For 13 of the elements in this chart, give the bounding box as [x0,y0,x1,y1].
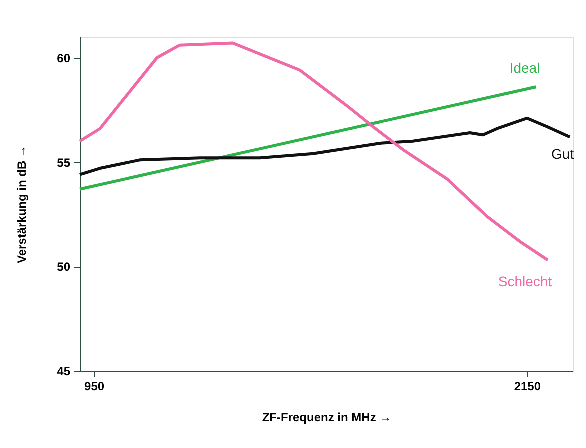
x-axis-title: ZF-Frequenz in MHz → [262,410,392,424]
line-series [78,116,572,176]
x-tick-label: 950 [84,380,105,394]
x-tick-label: 2150 [514,380,542,394]
y-axis-title: Verstärkung in dB → [15,145,30,264]
series-label: Ideal [510,60,540,76]
y-tick-label: 55 [57,156,71,170]
y-tick-label: 45 [57,364,71,378]
y-tick-label: 50 [57,260,71,274]
series-label: Gut [552,146,574,162]
line-series [78,42,550,262]
series-label: Schlecht [498,273,552,290]
y-tick-label: 60 [57,51,71,66]
